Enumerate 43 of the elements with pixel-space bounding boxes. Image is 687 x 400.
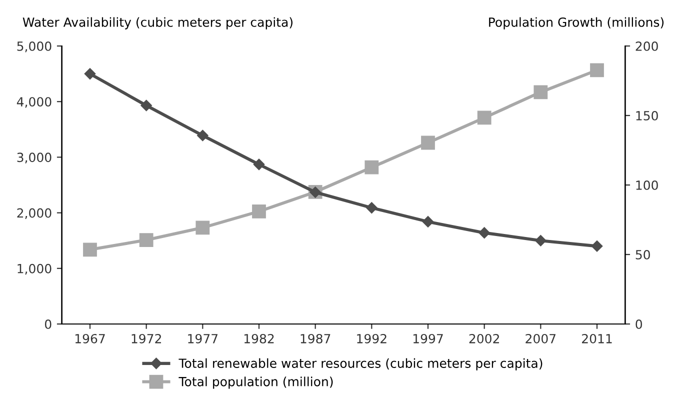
point <box>477 110 492 125</box>
y2-tick-label: 50 <box>636 250 650 260</box>
point <box>83 242 97 257</box>
y2-tick-label: 0 <box>636 319 642 329</box>
point <box>366 202 378 214</box>
point <box>196 220 210 235</box>
y-tick-label: 0 <box>44 319 52 329</box>
y-tick-label: 5,000 <box>17 41 52 52</box>
x-tick-label: 2011 <box>582 334 612 344</box>
point <box>140 100 152 112</box>
point <box>422 216 434 228</box>
legend-label: Total renewable water resources (cubic meters per capita) <box>178 358 542 370</box>
x-tick-label: 1967 <box>75 334 105 344</box>
point <box>478 227 490 238</box>
y-tick-label: 4,000 <box>16 97 52 108</box>
point <box>421 136 435 150</box>
point <box>197 130 208 142</box>
point <box>139 233 154 247</box>
x-tick-label: 1977 <box>188 334 218 344</box>
x-tick-label: 2007 <box>526 334 556 344</box>
point <box>253 158 265 170</box>
point <box>591 240 603 252</box>
x-tick-label: 1987 <box>300 334 330 344</box>
x-tick-label: 1997 <box>413 334 443 344</box>
point <box>590 63 604 78</box>
point <box>364 160 379 174</box>
x-tick-label: 1972 <box>132 334 161 344</box>
y2-tick-label: 200 <box>636 41 658 51</box>
y-tick-label: 2,000 <box>17 208 52 219</box>
x-tick-label: 2002 <box>469 334 499 344</box>
point <box>252 204 266 218</box>
y-tick-label: 3,000 <box>17 152 52 164</box>
y2-axis-title: Population Growth (millions) <box>489 17 664 30</box>
point <box>535 234 546 246</box>
y-tick-label: 1,000 <box>18 264 52 275</box>
y2-tick-label: 150 <box>636 110 658 120</box>
legend-label: Total population (million) <box>178 376 333 389</box>
y-axis-title: Water Availability (cubic meters per capita) <box>22 17 292 30</box>
x-tick-label: 1992 <box>357 334 386 344</box>
point <box>534 85 548 100</box>
x-tick-label: 1982 <box>244 334 274 344</box>
point <box>84 68 96 80</box>
y2-tick-label: 100 <box>636 180 658 190</box>
